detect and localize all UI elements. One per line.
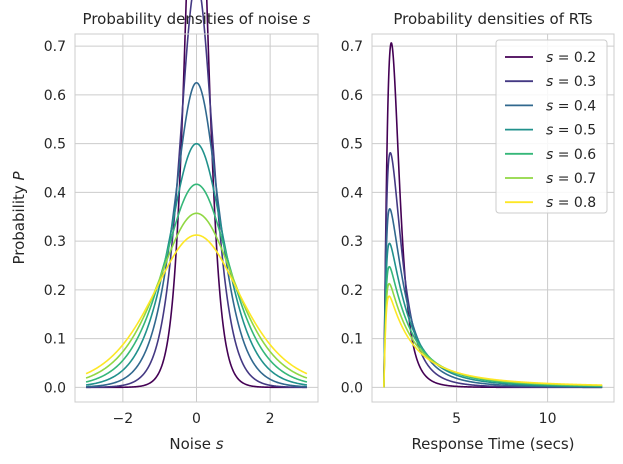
right-x-tick-label: 10 (539, 411, 557, 427)
left-series-line-s-0_4 (86, 81, 307, 388)
left-y-tick-label: 0.0 (44, 380, 66, 396)
left-series-line-s-0_2 (86, 0, 307, 389)
left-y-axis-label: Probability P (10, 170, 28, 264)
left-x-tick-label: 2 (266, 411, 275, 427)
left-y-ticks: 0.0 0.1 0.2 0.3 0.4 0.5 0.6 0.7 (44, 39, 66, 396)
right-series-line-s-0_4 (383, 208, 603, 388)
right-y-tick-label: 0.2 (341, 283, 363, 299)
left-y-tick-label: 0.5 (44, 137, 66, 153)
right-axes-frame (371, 33, 615, 403)
right-y-tick-label: 0.7 (341, 39, 363, 55)
right-series-line-s-0_5 (383, 242, 603, 388)
left-title: Probability densities of noise s (83, 10, 311, 28)
left-x-tick-label: −2 (113, 411, 134, 427)
left-series (85, 0, 308, 389)
right-y-tick-label: 0.0 (341, 380, 363, 396)
right-title: Probability densities of RTs (393, 10, 592, 28)
right-y-tick-label: 0.3 (341, 234, 363, 250)
legend-entries: s = 0.2 s = 0.3 s = 0.4 s = 0.5 s = 0.6 s = 0… (505, 50, 596, 211)
right-x-axis-label: Response Time (secs) (411, 435, 574, 453)
left-x-axis-label: Noise s (169, 435, 223, 453)
left-panel: 0.0 0.1 0.2 0.3 0.4 0.5 0.6 0.7 −2 0 2 Probabilit… (10, 0, 319, 453)
left-series-line-s-0_5 (85, 142, 308, 386)
left-y-tick-label: 0.3 (44, 234, 66, 250)
left-series-line-s-0_7 (85, 212, 308, 379)
right-y-tick-label: 0.1 (341, 332, 363, 348)
legend-entry-label: s = 0.7 (546, 171, 596, 187)
left-x-ticks: −2 0 2 (113, 411, 275, 427)
right-y-tick-label: 0.6 (341, 88, 363, 104)
legend-entry-label: s = 0.2 (546, 50, 596, 66)
left-y-tick-label: 0.1 (44, 332, 66, 348)
legend-entry-label: s = 0.6 (546, 147, 596, 163)
legend-entry-label: s = 0.4 (546, 98, 596, 114)
left-series-line-s-0_8 (85, 234, 308, 375)
right-x-tick-label: 5 (452, 411, 461, 427)
right-y-tick-label: 0.4 (341, 185, 363, 201)
left-grid (75, 34, 318, 402)
legend-entry-label: s = 0.3 (546, 74, 596, 90)
left-series-line-s-0_6 (85, 183, 308, 383)
legend: s = 0.2 s = 0.3 s = 0.4 s = 0.5 s = 0.6 s = 0… (495, 39, 608, 214)
right-x-ticks: 5 10 (452, 411, 556, 427)
right-series-line-s-0_8 (383, 295, 603, 388)
left-y-tick-label: 0.7 (44, 39, 66, 55)
left-axes-frame (74, 33, 319, 403)
left-y-tick-label: 0.6 (44, 88, 66, 104)
left-y-tick-label: 0.2 (44, 283, 66, 299)
right-series (383, 42, 603, 389)
legend-entry-label: s = 0.8 (546, 195, 596, 211)
legend-box (495, 39, 608, 214)
right-panel: 0.0 0.1 0.2 0.3 0.4 0.5 0.6 0.7 5 10 Probability… (341, 10, 615, 453)
left-series-line-s-0_3 (86, 0, 307, 389)
right-y-tick-label: 0.5 (341, 137, 363, 153)
legend-entry-label: s = 0.5 (546, 123, 596, 139)
right-y-ticks: 0.0 0.1 0.2 0.3 0.4 0.5 0.6 0.7 (341, 39, 363, 396)
left-x-tick-label: 0 (192, 411, 201, 427)
left-y-tick-label: 0.4 (44, 185, 66, 201)
